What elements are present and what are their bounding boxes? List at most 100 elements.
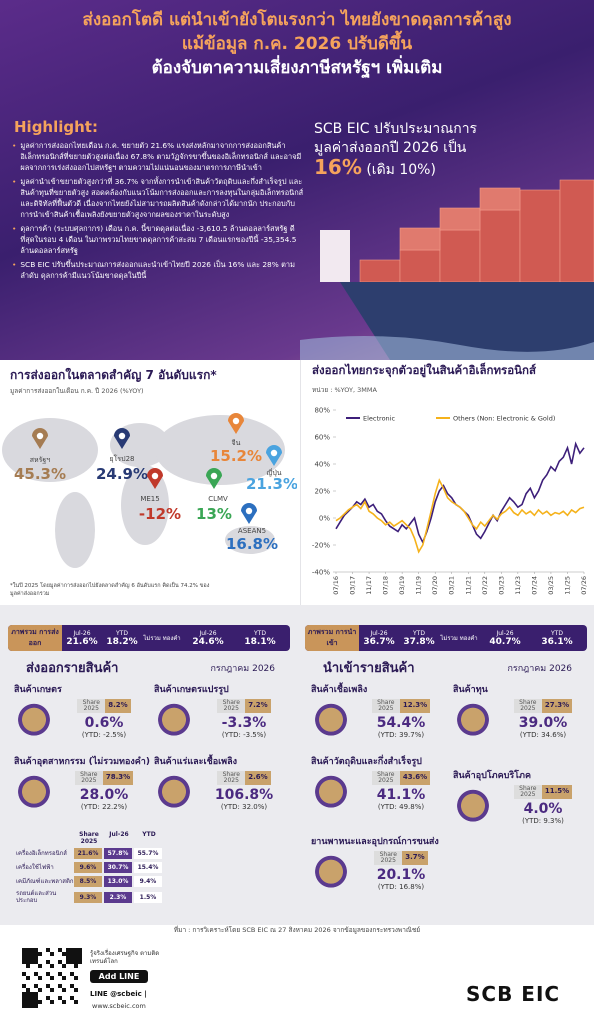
table-header-cell: YTD [142,831,156,838]
summary-cell-label: YTD [116,630,128,637]
product-icon [14,699,64,745]
share-badge: Share 2025 27.3% [513,699,573,713]
qr-cell [46,948,50,952]
qr-cell [38,988,42,992]
forecast-value: 16% [314,155,362,179]
qr-cell [62,1000,66,1004]
qr-cell [50,976,54,980]
share-label: Share 2025 [77,699,106,713]
product-card: สินค้าเกษตร Share 2025 8.2% 0.6% (YTD: -2.5%… [14,685,152,745]
share-value: 12.3% [399,699,431,713]
qr-cell [34,972,38,976]
summary-cell-label: YTD [413,630,425,637]
qr-cell [26,948,30,952]
product-row: Share 2025 2.6% 106.8% (YTD: 32.0%) [154,771,292,817]
qr-cell [22,992,26,996]
share-badge: Share 2025 78.3% [74,771,134,785]
summary-cell: Jul-26 21.6% [62,629,102,647]
qr-cell [30,1000,34,1004]
x-tick-label: 03/21 [448,576,456,595]
product-row: Share 2025 27.3% 39.0% (YTD: 34.6%) [453,699,591,745]
section-heading: นำเข้ารายสินค้า [323,661,415,676]
market-name: ME15 [140,495,159,503]
x-tick-label: 03/23 [497,576,505,595]
summary-ex-gold: ไม่รวม ทองคำ [143,635,181,642]
map-pin-hole [210,472,218,480]
qr-cell [38,976,42,980]
qr-cell [74,956,78,960]
qr-cell [74,952,78,956]
bullet-dot: • [12,260,17,269]
share-label: Share 2025 [513,699,542,713]
map-pin-hole [118,432,126,440]
product-values: Share 2025 3.7% 20.1% (YTD: 16.8%) [361,851,441,897]
table-row-label: เครื่องอิเล็กทรอนิกส์ [16,850,67,857]
qr-cell [74,1000,78,1004]
qr-cell [74,964,78,968]
product-row: Share 2025 12.3% 54.4% (YTD: 39.7%) [311,699,449,745]
source: ที่มา : การวิเคราะห์โดย SCB EIC ณ 27 สิง… [173,926,421,934]
summary-cell-label: YTD [551,630,563,637]
y-tick-label: -20% [312,542,330,550]
qr-cell [38,964,42,968]
summary-cell-label: YTD [254,630,266,637]
qr-cell [78,960,82,964]
product-icon [311,851,361,897]
product-name: สินค้าอุตสาหกรรม (ไม่รวมทองคำ) [14,757,150,767]
x-tick-label: 03/25 [547,576,555,595]
table-header-cell: Share 2025 [79,831,99,845]
share-label: Share 2025 [74,771,103,785]
legend-label: Others (Non: Electronic & Gold) [453,415,555,423]
table-cell: 13.0% [104,876,132,887]
market-name: จีน [232,439,241,447]
qr-cell [22,984,26,988]
product-name: สินค้าอุปโภคบริโภค [453,771,531,781]
x-tick-label: 11/19 [415,576,423,595]
qr-cell [50,952,54,956]
qr-cell [70,952,74,956]
product-ytd: (YTD: 39.7%) [377,731,425,739]
product-values: Share 2025 78.3% 28.0% (YTD: 22.2%) [64,771,144,817]
section-heading: ส่งออกรายสินค้า [26,661,119,676]
summary-cell-value: 36.1% [541,637,573,647]
section-month: กรกฎาคม 2026 [507,664,572,674]
product-value: 39.0% [518,715,568,731]
share-label: Share 2025 [513,785,542,799]
qr-cell [38,1000,42,1004]
qr-cell [22,996,26,1000]
map-footnote: *ในปี 2025 โดยมูลค่าการส่งออกไปยังตลาดสำ… [10,583,210,597]
product-value: 41.1% [376,787,426,803]
share-label: Share 2025 [371,771,400,785]
table-cell: 55.7% [134,848,162,859]
product-value: 54.4% [376,715,426,731]
share-value: 8.2% [105,699,131,713]
table-cell: 21.6% [74,848,102,859]
product-row: Share 2025 7.2% -3.3% (YTD: -3.5%) [154,699,292,745]
share-badge: Share 2025 2.6% [217,771,271,785]
share-value: 3.7% [402,851,428,865]
line-id: LINE @scbeic | [90,990,147,998]
share-badge: Share 2025 8.2% [77,699,131,713]
bullet-text: SCB EIC ปรับขึ้นประมาณการส่งออกและนำเข้า… [20,260,295,280]
qr-cell [26,992,30,996]
qr-cell [62,952,66,956]
map-pin-hole [232,417,240,425]
table-row: เครื่องใช้ไฟฟ้า 9.6% 30.7% 15.4% [16,862,166,873]
x-tick-label: 07/20 [431,576,439,595]
table-cell: 30.7% [104,862,132,873]
summary-bar: ภาพรวม การนำเข้า Jul-26 36.7% YTD 37.8% ไม่รว… [305,625,587,651]
summary-cell-label: Jul-26 [73,630,91,637]
market-value: 45.3% [14,465,66,483]
qr-cell [26,960,30,964]
forecast-text: SCB EIC ปรับประมาณการ [314,121,478,137]
highlight-heading: Highlight: [14,118,98,136]
table-row: เครื่องอิเล็กทรอนิกส์ 21.6% 57.8% 55.7% [16,848,166,859]
bullet-dot: • [12,177,17,186]
qr-cell [78,948,82,952]
bullet-dot: • [12,141,17,150]
add-line-button[interactable]: Add LINE [90,970,148,983]
qr-cell [22,956,26,960]
share-value: 11.5% [541,785,573,799]
x-tick-label: 03/19 [398,576,406,595]
qr-cell [62,964,66,968]
